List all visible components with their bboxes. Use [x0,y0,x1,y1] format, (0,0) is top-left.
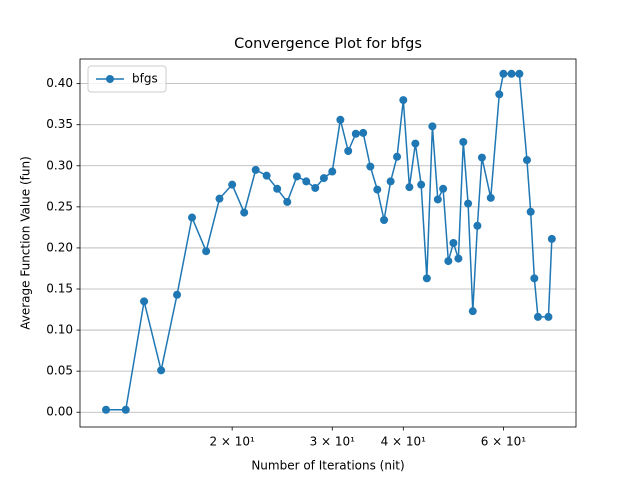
data-point [444,257,453,266]
data-point [283,197,292,206]
y-axis-label: Average Function Value (fun) [19,156,33,330]
data-point [336,115,345,124]
y-tick-label: 0.10 [46,323,73,337]
data-point [544,312,553,321]
data-point [302,177,311,186]
data-point [102,405,111,414]
data-point [328,167,337,176]
legend-box [87,65,167,93]
y-tick-label: 0.05 [46,364,73,378]
x-axis-label: Number of Iterations (nit) [251,459,404,473]
data-point [547,234,556,243]
data-point [464,199,473,208]
data-point [319,174,328,183]
y-tick-label: 0.15 [46,282,73,296]
data-point [173,290,182,299]
x-tick-label: 2 × 10¹ [209,435,255,449]
data-point [273,184,282,193]
data-point [459,137,468,146]
data-point [530,274,539,283]
data-point [533,312,542,321]
data-point [386,177,395,186]
data-point [215,194,224,203]
data-point [292,172,301,181]
data-point [121,405,130,414]
data-point [251,165,260,174]
data-point [188,213,197,222]
data-point [428,122,437,131]
y-tick-label: 0.00 [46,405,73,419]
data-point [240,208,249,217]
data-point [228,180,237,189]
data-point [393,152,402,161]
x-tick-label: 6 × 10¹ [481,435,527,449]
data-point [417,180,426,189]
data-point [202,247,211,256]
x-tick-label: 3 × 10¹ [310,435,356,449]
data-point [411,139,420,148]
data-point [439,184,448,193]
y-tick-label: 0.35 [46,117,73,131]
data-point [468,307,477,316]
data-point [433,195,442,204]
y-tick-label: 0.40 [46,76,73,90]
data-point [515,69,524,78]
y-tick-label: 0.25 [46,199,73,213]
data-point [359,128,368,137]
chart-title: Convergence Plot for bfgs [234,36,422,52]
y-tick-label: 0.30 [46,158,73,172]
data-point [522,156,531,165]
data-point [373,185,382,194]
x-tick-label: 4 × 10¹ [381,435,427,449]
data-point [486,193,495,202]
data-point [495,90,504,99]
data-point [405,183,414,192]
data-point [422,274,431,283]
legend-marker [106,75,114,83]
data-point [380,216,389,224]
y-tick-label: 0.20 [46,240,73,254]
data-point [454,254,463,263]
data-point [473,221,482,230]
data-point [366,162,375,171]
data-point [499,69,508,78]
data-point [399,96,408,105]
data-point [262,171,271,180]
data-point [507,69,516,78]
data-point [477,153,486,162]
data-point [140,297,149,306]
data-point [157,366,166,375]
plot-frame [79,58,577,428]
data-point [344,147,353,155]
data-point [311,183,320,192]
data-point [526,207,535,216]
legend-label: bfgs [132,72,158,86]
data-point [449,239,458,247]
data-point [351,129,360,138]
